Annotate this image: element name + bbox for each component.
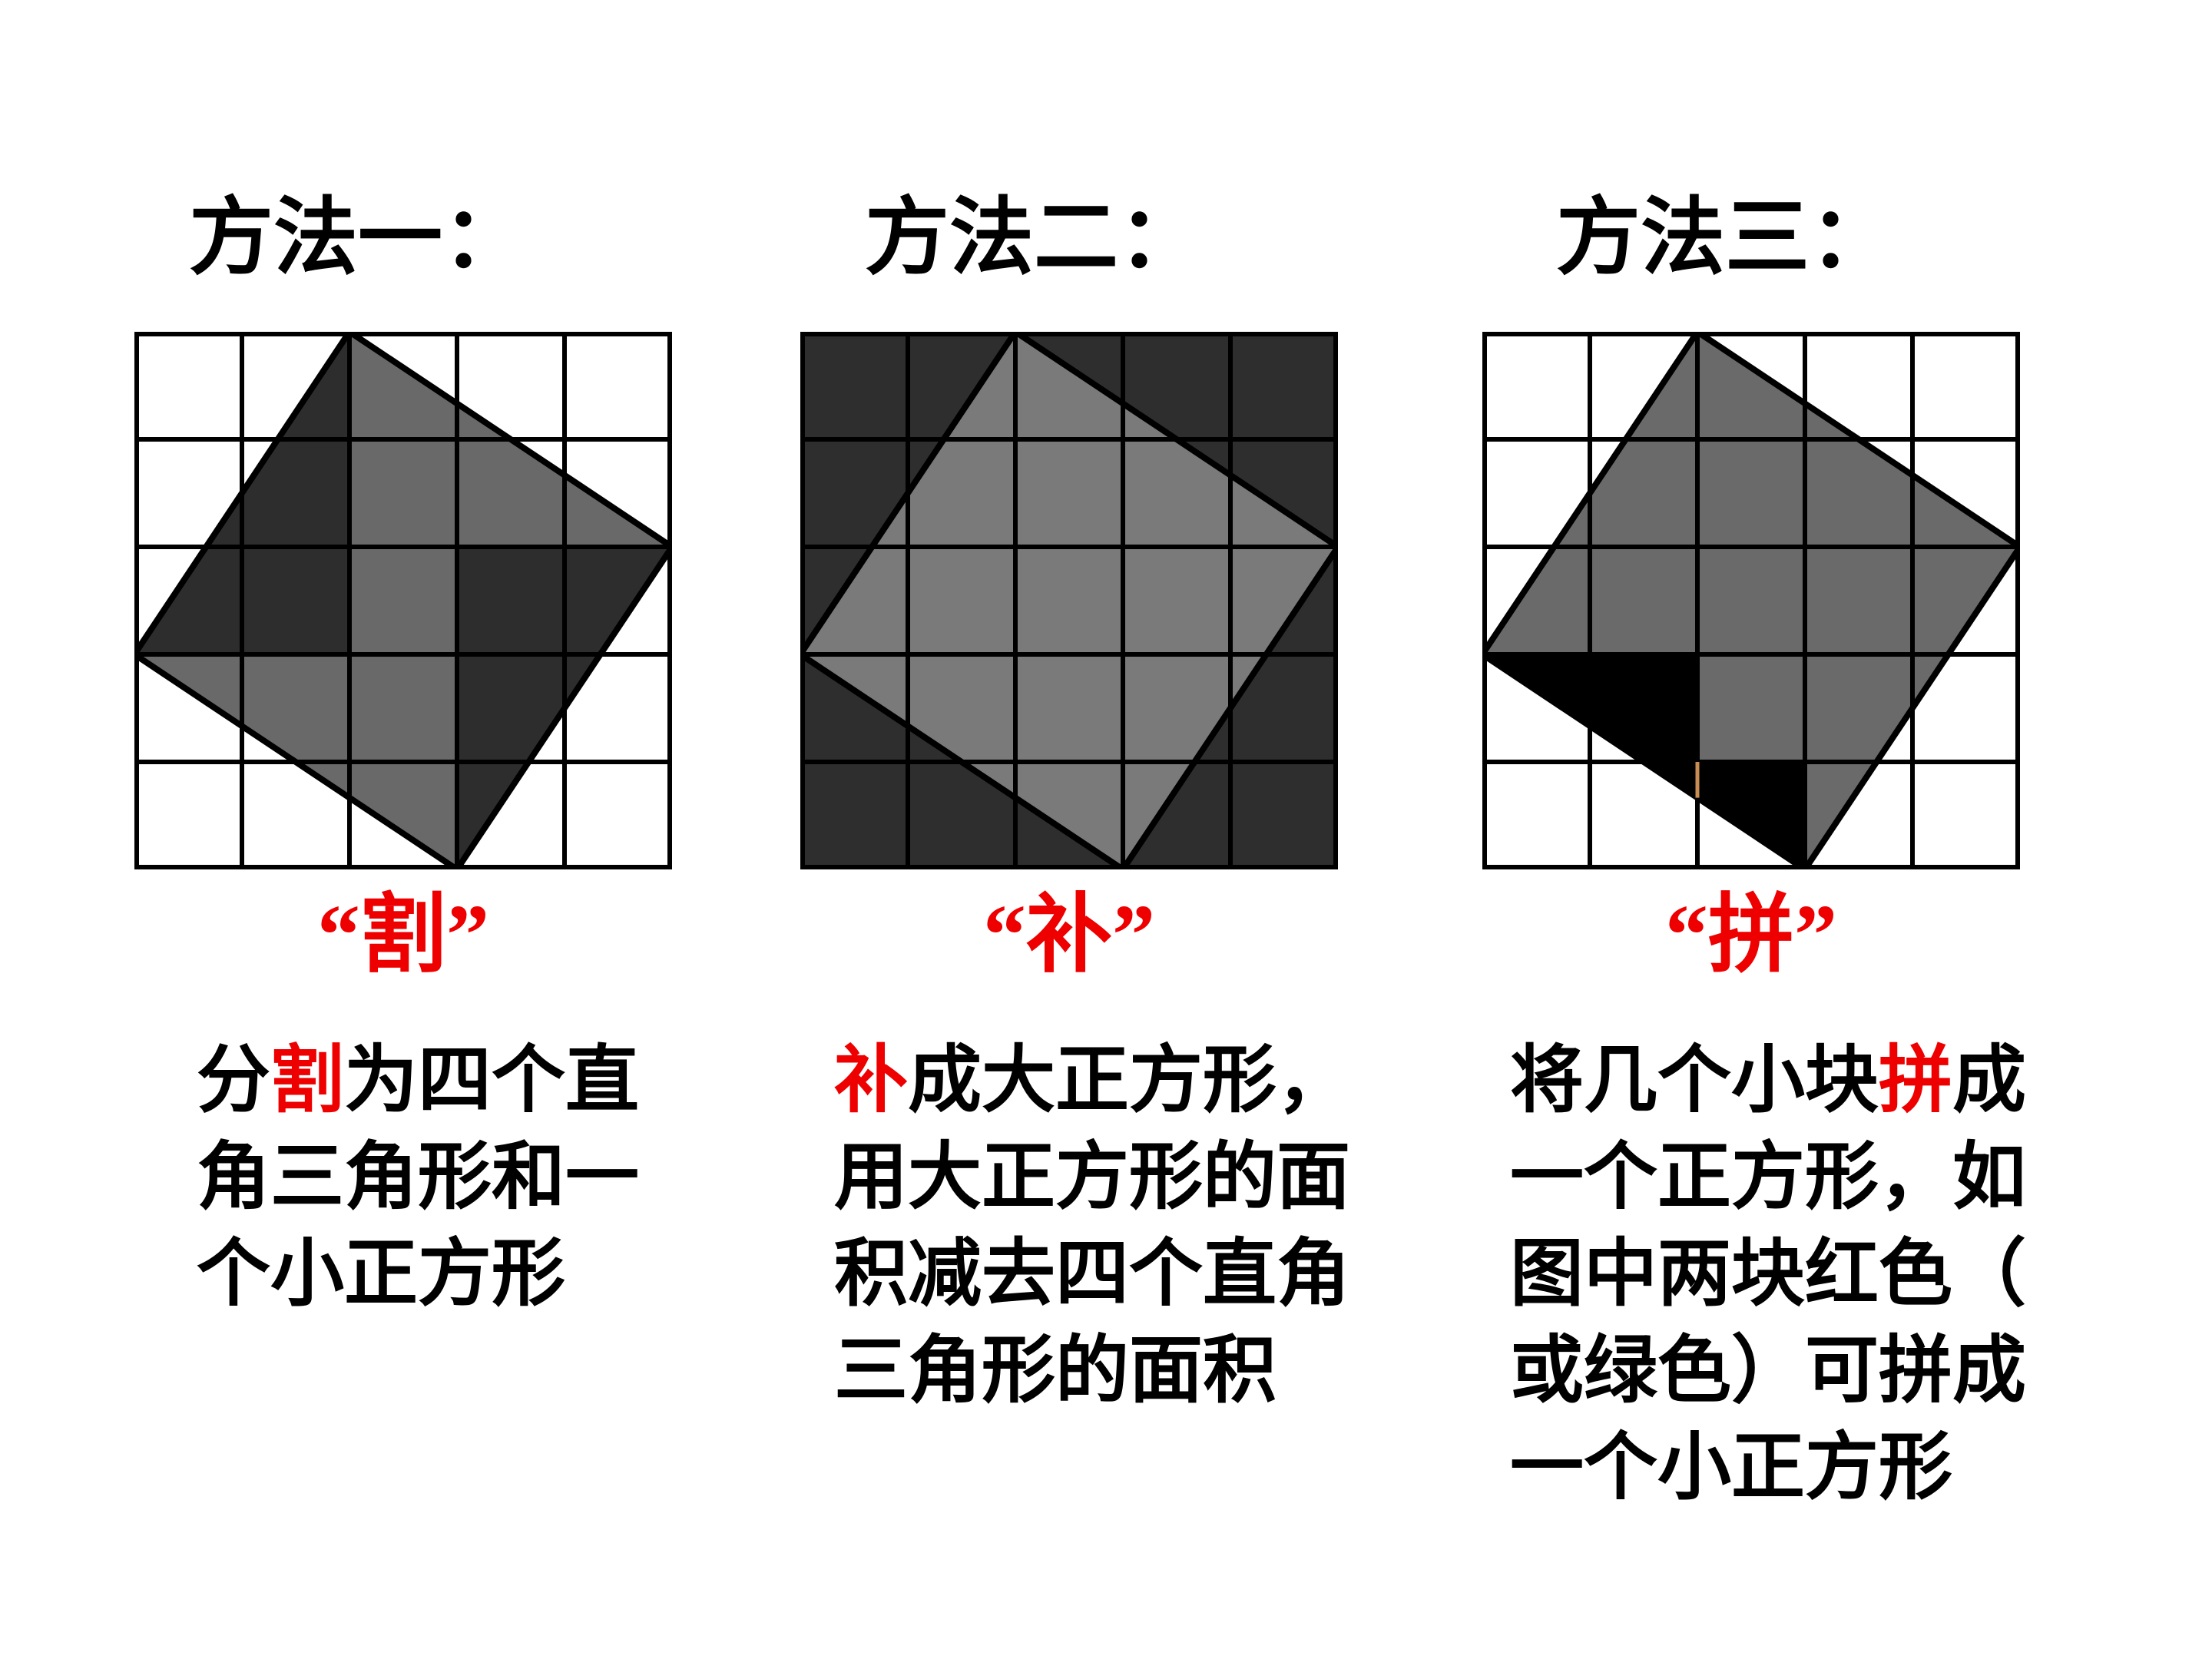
- description-line: 补成大正方形，: [834, 1039, 1350, 1121]
- description-line: 图中两块红色（: [1510, 1233, 2026, 1315]
- method-2-grid-diagram: [800, 332, 1338, 869]
- method-1-keyword-label: “割”: [317, 888, 489, 983]
- method-2-title: 方法二：: [865, 191, 1203, 285]
- red-keyword-character: 补: [834, 1039, 908, 1121]
- description-line: 积减去四个直角: [834, 1233, 1350, 1315]
- description-line: 一个小正方形: [1510, 1426, 1952, 1508]
- method-3-title: 方法三：: [1556, 191, 1894, 285]
- square-piece-region: [349, 547, 457, 654]
- description-line: 将几个小块拼成: [1510, 1039, 2026, 1121]
- method-1-title: 方法一：: [189, 191, 527, 285]
- description-line: 角三角形和一: [197, 1136, 639, 1218]
- description-line: 三角形的面积: [834, 1330, 1277, 1412]
- method-2-description: 补成大正方形， 用大正方形的面 积减去四个直角 三角形的面积: [834, 1032, 1350, 1419]
- description-line: 用大正方形的面: [834, 1136, 1350, 1218]
- grid-border: [134, 332, 672, 869]
- tilted-square-outline: [800, 332, 1338, 869]
- tilted-square-outline: [134, 332, 672, 869]
- grid-border: [800, 332, 1338, 869]
- method-3-grid-diagram: [1482, 332, 2020, 869]
- tilted-square-outline: [1482, 332, 2020, 869]
- method-1-grid-diagram: [134, 332, 672, 869]
- square-piece-region: [1697, 762, 1805, 869]
- description-line: 分割为四个直: [197, 1039, 639, 1121]
- tilted-square-fill: [800, 332, 1338, 869]
- method-2-keyword-label: “补”: [983, 888, 1155, 983]
- method-3-description: 将几个小块拼成 一个正方形，如 图中两块红色（ 或绿色）可拼成 一个小正方形: [1510, 1032, 2026, 1516]
- red-keyword-character: 割: [270, 1039, 344, 1121]
- method-1-description: 分割为四个直 角三角形和一 个小正方形: [197, 1032, 639, 1323]
- method-3-keyword-label: “拼”: [1665, 888, 1837, 983]
- red-keyword-character: 拼: [1879, 1039, 1952, 1121]
- description-line: 个小正方形: [197, 1233, 565, 1315]
- description-line: 或绿色）可拼成: [1510, 1330, 2026, 1412]
- description-line: 一个正方形，如: [1510, 1136, 2026, 1218]
- grid-border: [1482, 332, 2020, 869]
